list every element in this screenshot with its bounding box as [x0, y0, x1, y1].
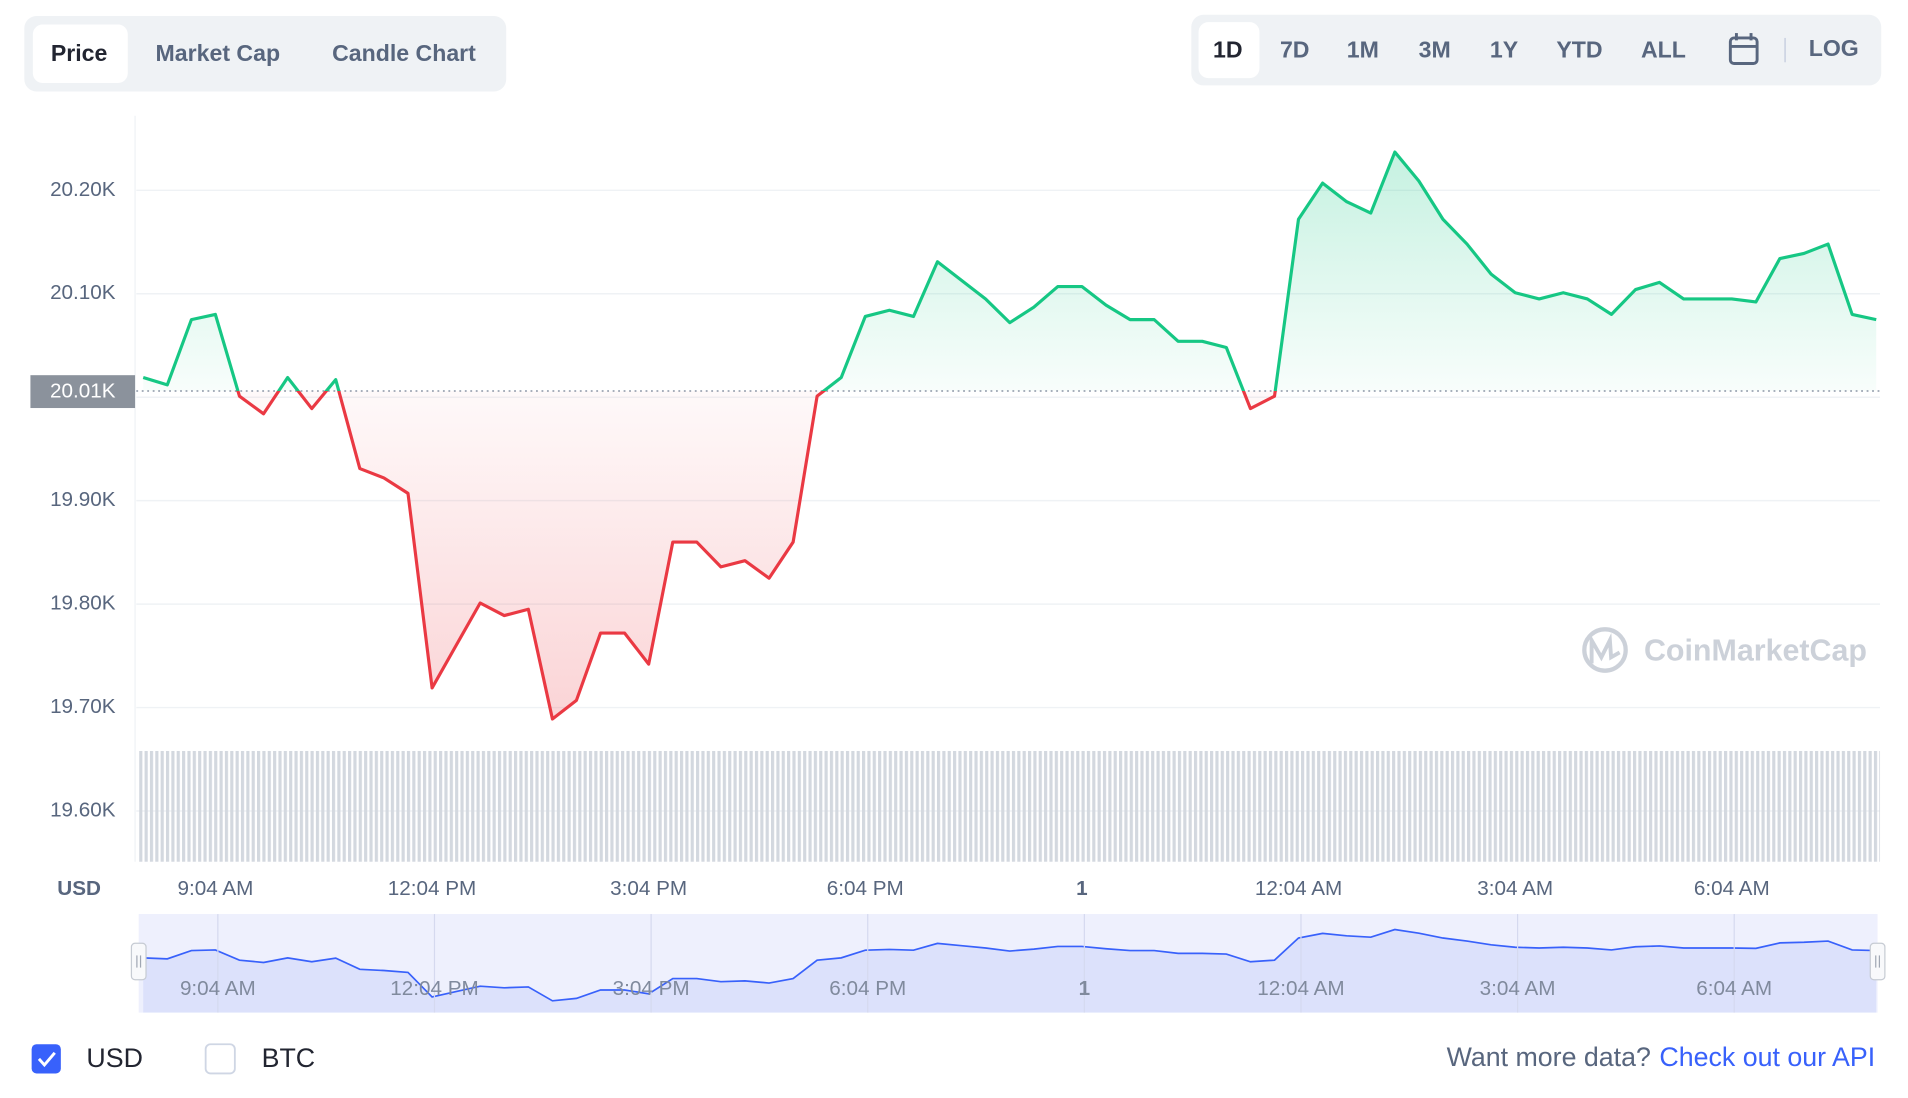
navigator-tick-label: 9:04 AM — [180, 977, 256, 1000]
range-button[interactable]: 1M — [1347, 36, 1379, 62]
range-button[interactable]: 7D — [1280, 36, 1310, 62]
navigator-line — [143, 928, 1877, 1002]
handle-body — [1869, 942, 1886, 981]
range-group — [1191, 14, 1882, 86]
checkbox-label: USD — [86, 1043, 143, 1073]
baseline-label-bg — [30, 375, 136, 409]
price-line — [142, 150, 1877, 721]
toolbar: Price Market Cap Candle Chart 1D 7D 1M 3M 1Y YTD… — [24, 14, 1882, 92]
checkbox-checked — [31, 1044, 61, 1074]
y-tick-label: 20.20K — [50, 178, 116, 201]
range-button[interactable]: 1Y — [1490, 36, 1519, 62]
calendar-icon — [1728, 36, 1759, 65]
volume-bars — [137, 750, 1881, 862]
checkmark — [37, 1051, 56, 1068]
tab-button[interactable]: Candle Chart — [332, 40, 476, 66]
y-tick-label: 20.10K — [50, 281, 116, 304]
price-area — [143, 152, 1877, 719]
range-selected — [1198, 22, 1260, 79]
navigator: 9:04 AM 12:04 PM 3:04 PM 6:04 PM 1 12:04 AM 3:… — [130, 914, 1886, 1013]
tab-group — [24, 16, 507, 92]
navigator-series — [143, 928, 1877, 1013]
watermark-logo — [1589, 632, 1621, 664]
tab-selected — [32, 24, 128, 83]
checkbox — [204, 1043, 236, 1075]
navigator-handle[interactable] — [1869, 942, 1886, 981]
navigator-tick-label: 6:04 AM — [1696, 977, 1772, 1000]
plot: 19.60K19.70K19.80K19.90K20.00K20.10K20.2… — [30, 115, 1881, 900]
range-button[interactable]: ALL — [1641, 36, 1686, 62]
y-axis-label: USD — [57, 877, 101, 900]
y-tick-label: 19.60K — [50, 799, 116, 822]
navigator-tick-label: 3:04 AM — [1480, 977, 1556, 1000]
checkbox-label: BTC — [262, 1043, 316, 1073]
x-tick-label: 6:04 AM — [1694, 877, 1770, 900]
watermark: CoinMarketCap — [1644, 633, 1867, 667]
baseline-label: 20.01K — [50, 380, 116, 403]
navigator-area — [143, 929, 1877, 1013]
x-tick-label: 12:04 AM — [1255, 877, 1342, 900]
y-tick-label: 19.70K — [50, 695, 116, 718]
tab-button[interactable]: Market Cap — [156, 40, 281, 66]
log-button[interactable]: LOG — [1809, 35, 1859, 61]
navigator-tick-label: 3:04 PM — [613, 977, 690, 1000]
currency-checkbox[interactable]: USD — [31, 1043, 143, 1074]
navigator-handle[interactable] — [130, 942, 147, 981]
tab-button[interactable]: Price — [51, 40, 108, 66]
x-tick-label: 1 — [1076, 877, 1088, 900]
watermark-logo — [1582, 627, 1628, 673]
range-button[interactable]: YTD — [1556, 36, 1602, 62]
navigator-tick-label: 12:04 AM — [1257, 977, 1344, 1000]
x-tick-label: 9:04 AM — [178, 877, 254, 900]
footer: USD BTC Check out our API Want more data? — [31, 1042, 1875, 1075]
navigator-tick-label: 1 — [1079, 977, 1091, 1000]
navigator-tick-label: 6:04 PM — [829, 977, 906, 1000]
currency-checkbox[interactable]: BTC — [204, 1043, 316, 1075]
y-tick-label: 19.80K — [50, 592, 116, 615]
api-link[interactable]: Check out our API — [1659, 1042, 1875, 1072]
x-tick-label: 3:04 AM — [1477, 877, 1553, 900]
navigator-tick-label: 12:04 PM — [390, 977, 478, 1000]
range-button[interactable]: 3M — [1419, 36, 1451, 62]
api-prompt: Want more data? — [1447, 1042, 1651, 1072]
range-button[interactable]: 1D — [1213, 36, 1243, 62]
handle-body — [130, 942, 147, 981]
x-tick-label: 3:04 PM — [610, 877, 687, 900]
calendar-button[interactable] — [1728, 33, 1759, 65]
x-tick-label: 12:04 PM — [388, 877, 476, 900]
y-tick-label: 19.90K — [50, 488, 116, 511]
x-tick-label: 6:04 PM — [827, 877, 904, 900]
